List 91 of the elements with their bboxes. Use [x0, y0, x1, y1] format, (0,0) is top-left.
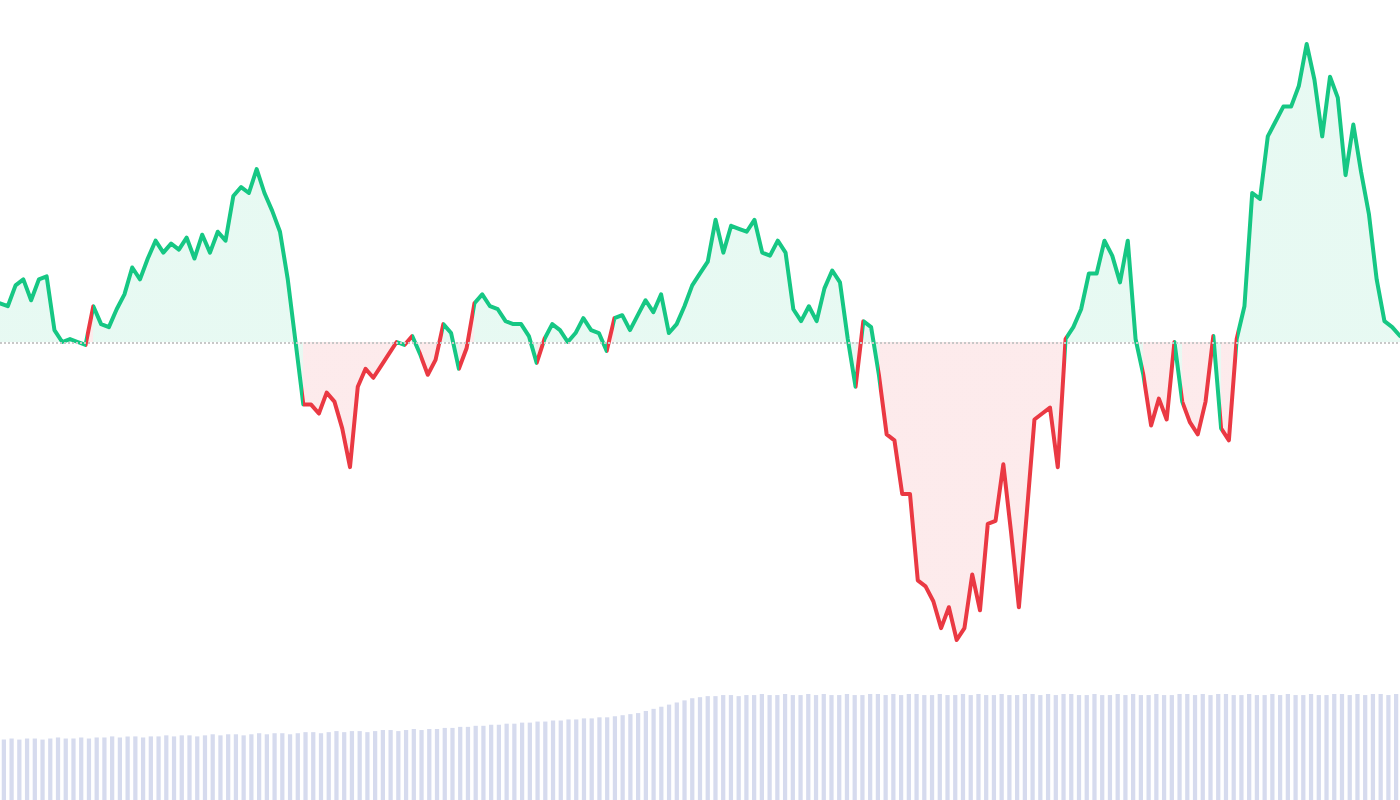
bar — [256, 733, 262, 800]
bar — [187, 735, 192, 800]
bar — [9, 738, 14, 800]
bar — [635, 713, 641, 800]
bar — [102, 737, 107, 800]
bar — [875, 694, 881, 800]
bar — [86, 738, 92, 800]
bar — [728, 695, 734, 800]
bar — [1177, 694, 1182, 800]
bar — [403, 730, 409, 800]
bar — [976, 694, 981, 800]
bar — [651, 708, 656, 800]
bar — [450, 727, 455, 800]
bar — [1386, 695, 1391, 800]
bar — [71, 738, 76, 800]
bar — [1061, 694, 1066, 800]
bar — [40, 739, 45, 800]
bar — [860, 695, 865, 800]
bar — [1239, 695, 1244, 800]
bar — [1146, 695, 1151, 800]
bar — [898, 695, 904, 800]
bar — [1254, 695, 1260, 800]
bar — [1123, 695, 1128, 800]
bar — [1223, 694, 1229, 800]
bar — [249, 734, 254, 800]
bar — [519, 722, 525, 800]
bar — [388, 730, 393, 800]
bar — [682, 700, 687, 800]
bar — [597, 717, 602, 800]
bar — [550, 720, 556, 800]
bar — [24, 738, 30, 800]
bar — [496, 724, 502, 800]
bar — [1270, 694, 1275, 800]
bar — [272, 733, 277, 800]
bar — [171, 736, 177, 800]
bar — [1045, 694, 1051, 800]
bar — [481, 725, 486, 800]
bar — [829, 695, 834, 800]
bar — [419, 730, 424, 800]
bar — [1161, 695, 1167, 800]
bar — [1370, 694, 1376, 800]
bar — [813, 695, 819, 800]
bar — [1339, 694, 1345, 800]
bar — [434, 728, 440, 800]
bar — [1192, 695, 1198, 800]
bar — [782, 694, 788, 800]
bar — [1092, 694, 1097, 800]
bar — [744, 695, 749, 800]
bar — [612, 716, 618, 800]
bar — [1324, 695, 1329, 800]
bar — [287, 734, 293, 800]
bar — [140, 737, 146, 800]
bar — [798, 695, 803, 800]
bar — [628, 714, 633, 800]
bar — [1030, 694, 1035, 800]
bar — [334, 731, 339, 800]
bar — [318, 733, 324, 800]
bar — [844, 694, 850, 800]
bar — [303, 732, 308, 800]
bar — [218, 735, 223, 800]
bar — [202, 735, 208, 800]
bar — [914, 694, 919, 800]
bar — [465, 726, 471, 800]
bar — [1308, 694, 1314, 800]
bar — [713, 696, 718, 800]
bar — [1138, 695, 1144, 800]
bar — [960, 694, 966, 800]
bar — [349, 731, 355, 800]
bar — [1277, 695, 1283, 800]
bar — [535, 721, 540, 800]
bar — [991, 695, 997, 800]
bar — [365, 732, 370, 800]
bar — [759, 694, 765, 800]
bar — [125, 736, 130, 800]
bar — [1007, 695, 1012, 800]
bar — [233, 734, 239, 800]
bar — [767, 695, 772, 800]
bar — [55, 737, 61, 800]
bar — [697, 697, 703, 800]
bar — [1208, 695, 1213, 800]
bar — [929, 695, 935, 800]
bar — [945, 695, 950, 800]
bar — [117, 737, 123, 800]
bar — [666, 704, 672, 800]
bar — [156, 736, 161, 800]
bar — [1293, 695, 1298, 800]
bar — [1107, 695, 1113, 800]
bar — [581, 718, 587, 800]
bar — [566, 719, 571, 800]
bar — [1355, 694, 1360, 800]
bar — [1076, 695, 1082, 800]
